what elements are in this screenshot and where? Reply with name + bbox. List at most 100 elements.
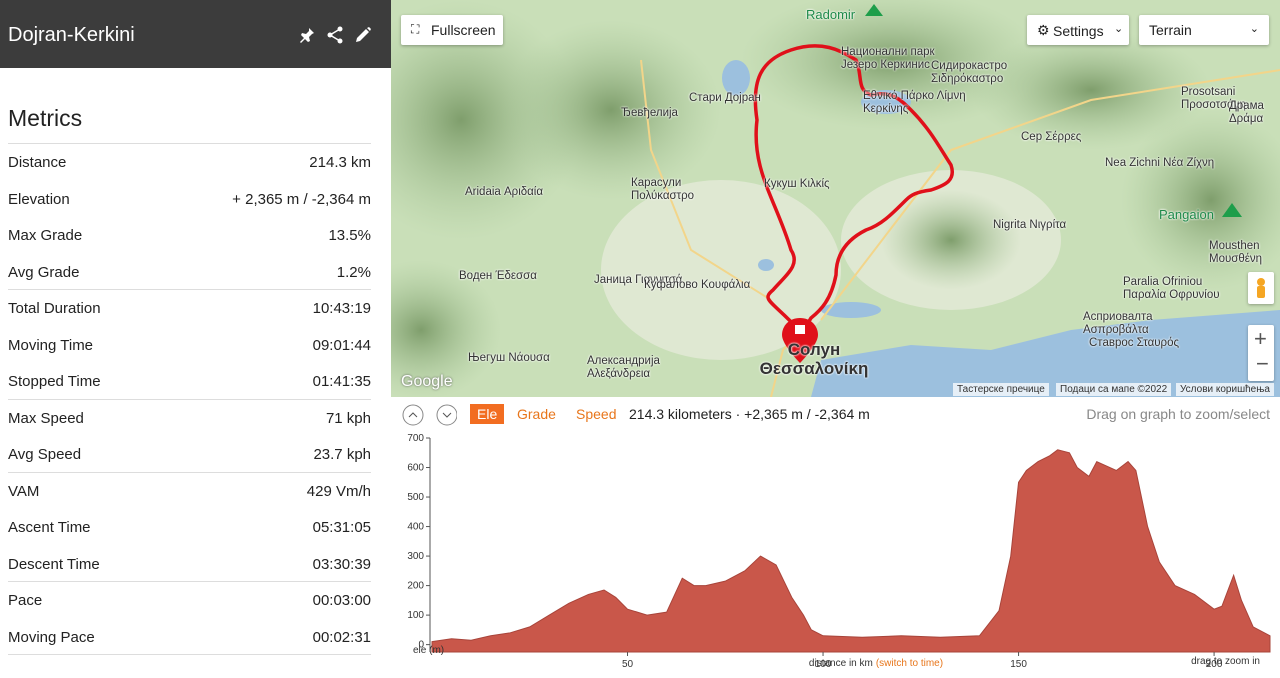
- map-label: Paralia Ofriniou Παραλία Οφρυνίου: [1123, 276, 1220, 301]
- map-label: Стари Дојран: [689, 92, 761, 104]
- metric-value: 1.2%: [336, 263, 371, 281]
- metric-value: 13.5%: [328, 227, 371, 244]
- metric-value: 23.7 kph: [313, 446, 371, 463]
- metric-row: VAM 429 Vm/h: [8, 483, 371, 519]
- metrics-title: Metrics: [8, 105, 83, 131]
- map-label: Карасули Πολύκαστρο: [631, 177, 695, 202]
- metric-row: Pace 00:03:00: [8, 592, 371, 628]
- map-label: Драма Δράμα: [1229, 100, 1264, 125]
- metric-row: Stopped Time 01:41:35: [8, 373, 371, 409]
- metric-value: 429 Vm/h: [306, 482, 371, 500]
- metric-value: 01:41:35: [312, 373, 371, 390]
- map-label: Његуш Νάουσα: [468, 352, 550, 364]
- share-icon[interactable]: [326, 26, 344, 44]
- y-tick-label: 300: [407, 551, 424, 562]
- metric-label: Stopped Time: [8, 373, 101, 390]
- tab-ele[interactable]: Ele: [470, 404, 505, 424]
- y-tick-label: 200: [407, 581, 424, 592]
- settings-button[interactable]: ⚙ Settings ⌄: [1027, 15, 1129, 45]
- attribution[interactable]: Тастерске пречице: [953, 383, 1049, 396]
- map-terrain: [391, 0, 1280, 397]
- map-label: Nigrita Νιγρίτα: [993, 219, 1067, 231]
- y-tick-label: 400: [407, 522, 424, 533]
- map-label: Pangaion: [1159, 207, 1214, 222]
- layer-select[interactable]: Terrain ⌄: [1139, 15, 1269, 45]
- map-label: Radomir: [806, 7, 856, 22]
- map-label: Ђевђелија: [621, 107, 678, 119]
- map-label: Солун Θεσσαλονίκη: [759, 340, 869, 378]
- map-label: Mousthen Μουσθένη: [1209, 240, 1263, 265]
- metric-row: Avg Grade 1.2%: [8, 264, 371, 300]
- tab-speed[interactable]: Speed: [576, 406, 617, 422]
- map-label: Nea Zichni Νέα Ζίχνη: [1105, 157, 1215, 169]
- route-title: Dojran-Kerkini: [8, 24, 135, 46]
- separator: [8, 289, 371, 290]
- y-axis-label: ele (m): [413, 645, 444, 656]
- metric-row: Total Duration 10:43:19: [8, 300, 371, 336]
- separator: [8, 143, 371, 144]
- metric-row: Elevation + 2,365 m / -2,364 m: [8, 191, 371, 227]
- metric-label: Total Duration: [8, 300, 101, 317]
- chart-toolbar: Ele Grade Speed 214.3 kilometers · +2,36…: [391, 398, 1280, 430]
- y-tick-label: 600: [407, 463, 424, 474]
- sidebar: Dojran-Kerkini Metrics Distance 214.3 km E…: [0, 0, 391, 678]
- metric-value: + 2,365 m / -2,364 m: [232, 190, 371, 208]
- zoom-controls[interactable]: + −: [1248, 325, 1274, 381]
- switch-to-time[interactable]: (switch to time): [876, 658, 943, 669]
- elevation-chart[interactable]: 0 100 200 300 400 500 600 700 50 100 150 200 ele (m)…: [391, 398, 1280, 678]
- google-logo: Google: [401, 373, 453, 390]
- header: Dojran-Kerkini: [0, 0, 391, 68]
- x-tick-label: 100: [815, 659, 832, 670]
- x-tick-label: 150: [1010, 659, 1027, 670]
- map-label: Александрија Αλεξάνδρεια: [587, 355, 660, 380]
- collapse-buttons[interactable]: [401, 403, 457, 427]
- settings-label: Settings: [1053, 23, 1104, 39]
- map-label: Јаница Γιαννιτσά: [594, 274, 683, 286]
- map-label: Национални парк Језеро Керкинис: [841, 46, 935, 71]
- fullscreen-label: Fullscreen: [431, 22, 496, 38]
- tab-grade[interactable]: Grade: [517, 406, 556, 422]
- edit-icon[interactable]: [354, 26, 372, 44]
- metric-label: Avg Speed: [8, 446, 82, 463]
- metric-label: Max Grade: [8, 227, 83, 244]
- map[interactable]: Radomir Национални парк Језеро Керкинис Εθ…: [391, 0, 1280, 397]
- metric-row: Descent Time 03:30:39: [8, 556, 371, 592]
- metric-value: 00:02:31: [312, 628, 371, 646]
- metric-row: Ascent Time 05:31:05: [8, 519, 371, 555]
- metric-label: Distance: [8, 154, 67, 171]
- metric-value: 10:43:19: [312, 300, 371, 317]
- elevation-area: [431, 449, 1271, 653]
- metric-label: Descent Time: [8, 555, 100, 573]
- metric-label: Pace: [8, 592, 43, 609]
- attribution[interactable]: Подаци са мапе ©2022: [1056, 383, 1172, 396]
- y-tick-label: 500: [407, 492, 424, 503]
- metric-value: 214.3 km: [309, 154, 371, 171]
- fullscreen-button[interactable]: ⛶ Fullscreen: [401, 15, 503, 45]
- metric-row: Moving Pace 00:02:31: [8, 629, 371, 665]
- map-label: Асприовалта Ασπροβάλτα: [1083, 311, 1153, 336]
- metric-label: Elevation: [8, 190, 70, 208]
- map-label: Сер Σέρρες: [1021, 131, 1082, 143]
- map-label: Prosotsani Προσοτσάνη: [1181, 86, 1246, 111]
- pin-icon[interactable]: [298, 26, 316, 44]
- zoom-hint: drag to zoom in: [1191, 656, 1260, 667]
- metric-value: 03:30:39: [312, 555, 371, 573]
- map-label: Εθνικό Πάρκο Λίμνη Κερκίνης: [863, 90, 966, 115]
- map-label: Ставрос Σταυρός: [1089, 337, 1180, 349]
- attribution[interactable]: Услови коришћења: [1176, 383, 1274, 396]
- metric-label: Max Speed: [8, 409, 84, 427]
- hint: Drag on graph to zoom/select: [1086, 406, 1270, 422]
- layer-label: Terrain: [1149, 22, 1192, 38]
- map-label: Aridaia Αριδαία: [465, 186, 544, 198]
- separator: [8, 398, 371, 400]
- street-view[interactable]: [1248, 272, 1274, 304]
- metric-row: Max Grade 13.5%: [8, 227, 371, 263]
- map-label: Кукуш Κιλκίς: [764, 178, 830, 190]
- separator: [8, 581, 371, 582]
- metric-value: 00:03:00: [312, 592, 371, 609]
- metric-label: Moving Pace: [8, 628, 95, 646]
- separator: [8, 471, 371, 473]
- map-label: Воден Έδεσσα: [459, 270, 537, 282]
- metric-row: Max Speed 71 kph: [8, 410, 371, 446]
